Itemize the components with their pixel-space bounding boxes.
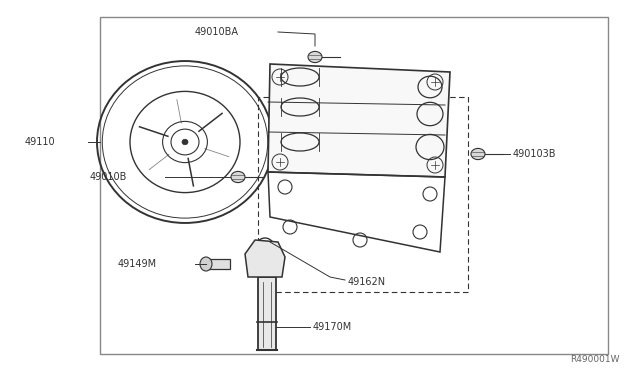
Text: 49149M: 49149M bbox=[118, 259, 157, 269]
Text: 49170M: 49170M bbox=[313, 322, 352, 332]
Ellipse shape bbox=[471, 148, 485, 160]
Text: 49010B: 49010B bbox=[90, 172, 127, 182]
Bar bbox=[208, 259, 230, 269]
Polygon shape bbox=[268, 64, 450, 177]
Text: 49162N: 49162N bbox=[348, 277, 386, 287]
Ellipse shape bbox=[308, 51, 322, 62]
Text: 49010BA: 49010BA bbox=[195, 27, 239, 37]
Ellipse shape bbox=[200, 257, 212, 271]
Ellipse shape bbox=[182, 139, 188, 145]
Ellipse shape bbox=[231, 171, 245, 183]
Bar bbox=[258, 277, 276, 350]
Polygon shape bbox=[245, 240, 285, 277]
Text: 490103B: 490103B bbox=[513, 149, 557, 159]
Text: 49110: 49110 bbox=[24, 137, 55, 147]
Text: R490001W: R490001W bbox=[570, 355, 620, 364]
